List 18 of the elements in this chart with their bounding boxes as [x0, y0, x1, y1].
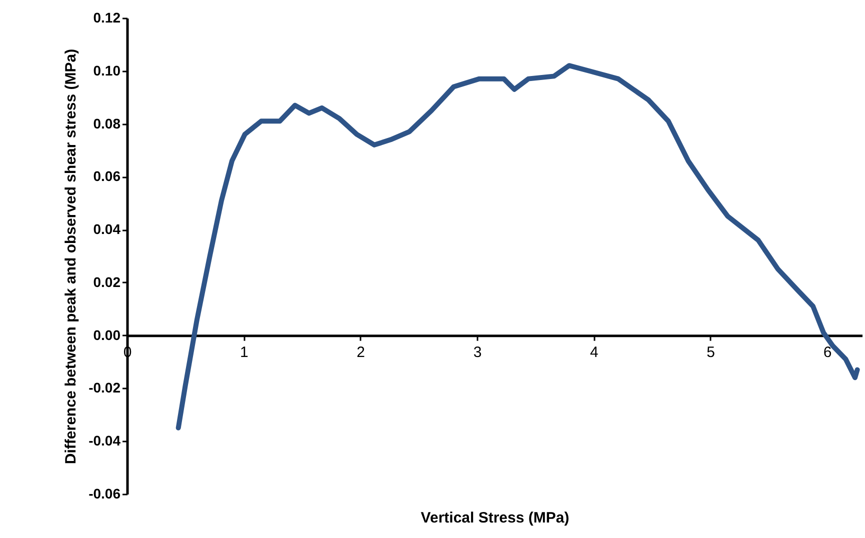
y-tick-label: -0.02 — [88, 380, 121, 396]
y-tick-label: -0.06 — [88, 486, 121, 502]
y-tick-label: -0.04 — [88, 432, 121, 449]
y-tick-label: 0.10 — [93, 62, 121, 78]
x-tick-label: 3 — [473, 344, 482, 361]
x-tick-label: 1 — [240, 344, 248, 361]
y-tick-label: 0.00 — [93, 326, 121, 343]
y-tick-label: 0.04 — [93, 221, 121, 238]
y-axis-title: Difference between peak and observed shear stress (MPa) — [62, 48, 80, 464]
x-tick-label: 4 — [590, 344, 598, 361]
y-tick-label: 0.06 — [93, 168, 121, 184]
x-axis-title: Vertical Stress (MPa) — [420, 510, 570, 526]
x-tick-label: 5 — [706, 344, 716, 361]
y-tick-label: 0.12 — [93, 10, 121, 26]
x-tick-label: 2 — [356, 344, 366, 361]
y-tick-label: 0.02 — [93, 274, 121, 290]
x-tick-label: 6 — [823, 344, 832, 361]
y-tick-label: 0.08 — [93, 115, 121, 132]
